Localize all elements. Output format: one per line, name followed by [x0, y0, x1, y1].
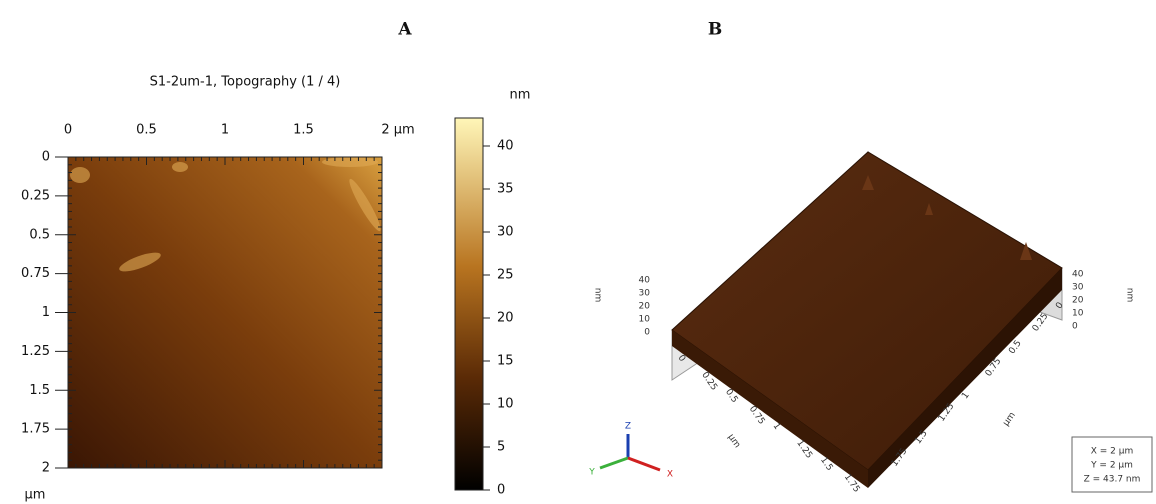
colorbar-tick-label: 25 [497, 268, 514, 283]
triad [599, 434, 661, 472]
y-tick-label: 0 [42, 150, 50, 165]
z-tick-label: 0 [644, 328, 650, 338]
z-tick-label: 20 [1072, 296, 1084, 306]
panel-label: A [397, 20, 412, 40]
x-axis-unit: µm [725, 432, 742, 450]
colorbar-tick-label: 30 [497, 225, 514, 240]
z-tick-label: 20 [639, 302, 651, 312]
x-tick-label: 0.5 [136, 123, 157, 138]
y-axis-tick-label: 0 [1054, 301, 1066, 312]
colorbar-tick-label: 35 [497, 182, 514, 197]
z-tick-label: 40 [1072, 270, 1084, 280]
z-unit: nm [1125, 288, 1135, 302]
colorbar-tick-label: 15 [497, 354, 514, 369]
colorbar-tick-label: 20 [497, 311, 514, 326]
colorbar-tick-label: 0 [497, 483, 505, 498]
afm-image [68, 157, 382, 468]
axis-unit: µm [25, 488, 46, 503]
z-tick-label: 30 [1072, 283, 1084, 293]
colorbar-tick-label: 5 [497, 440, 505, 455]
y-tick-label: 1.75 [21, 422, 50, 437]
y-tick-label: 0.5 [29, 227, 50, 242]
triad-label: Z [625, 422, 631, 432]
afm-features [70, 157, 381, 272]
x-axis-tick-label: 0 [675, 353, 687, 364]
z-tick-label: 0 [1072, 322, 1078, 332]
z-tick-label: 10 [639, 315, 651, 325]
y-axis-unit: µm [1001, 411, 1018, 429]
triad-label: X [667, 470, 673, 480]
surface-side [868, 268, 1062, 488]
y-tick-label: 1.25 [21, 344, 50, 359]
colorbar-tick-label: 40 [497, 139, 514, 154]
info-line: Y = 2 µm [1090, 461, 1133, 471]
x-tick-label: 1.5 [293, 123, 314, 138]
y-tick-label: 1 [42, 305, 50, 320]
x-tick-label: 1 [221, 123, 229, 138]
info-line: X = 2 µm [1091, 447, 1134, 457]
colorbar-tick-label: 10 [497, 397, 514, 412]
y-tick-label: 0.75 [21, 266, 50, 281]
y-axis-tick-label: 1 [960, 391, 971, 401]
triad-label: Y [588, 468, 595, 478]
z-unit: nm [593, 288, 603, 302]
y-tick-label: 1.5 [29, 383, 50, 398]
surface-side [672, 330, 868, 488]
colorbar [454, 117, 484, 491]
z-tick-label: 10 [1072, 309, 1084, 319]
panel-label: B [708, 20, 722, 40]
z-tick-label: 40 [639, 276, 651, 286]
y-tick-label: 0.25 [21, 188, 50, 203]
y-tick-label: 2 [42, 461, 50, 476]
x-tick-label: 2 µm [381, 123, 414, 138]
x-axis-tick-label: 1 [770, 421, 781, 431]
image-title: S1-2um-1, Topography (1 / 4) [150, 75, 341, 90]
info-line: Z = 43.7 nm [1084, 475, 1141, 485]
z-tick-label: 30 [639, 289, 651, 299]
x-tick-label: 0 [64, 123, 72, 138]
colorbar-unit: nm [510, 88, 531, 103]
info-box [1071, 436, 1153, 493]
